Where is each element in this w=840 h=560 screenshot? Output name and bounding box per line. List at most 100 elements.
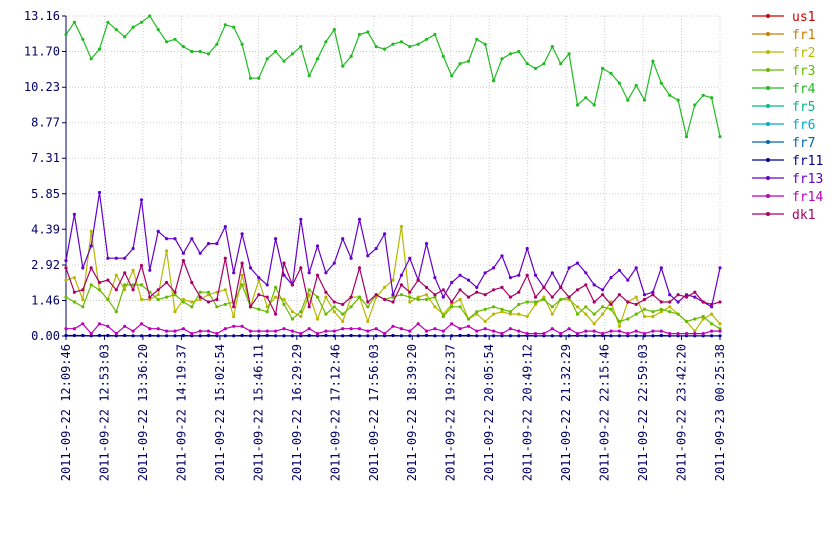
y-tick-label: 13.16 (24, 9, 60, 23)
data-point-fr11 (626, 334, 630, 338)
data-point-fr11 (592, 334, 596, 338)
data-point-fr14 (458, 327, 462, 331)
data-point-fr14 (391, 324, 395, 328)
data-point-fr2 (433, 305, 437, 309)
data-point-fr11 (257, 334, 261, 338)
data-point-fr4 (307, 74, 311, 78)
data-point-dk1 (156, 288, 160, 292)
data-point-fr11 (89, 334, 93, 338)
data-point-dk1 (567, 295, 571, 299)
data-point-fr14 (718, 329, 722, 333)
data-point-fr2 (701, 317, 705, 321)
data-point-fr13 (617, 268, 622, 272)
data-point-fr2 (575, 305, 580, 309)
y-tick-label: 11.70 (24, 45, 60, 59)
data-point-fr11 (391, 333, 395, 338)
legend-label-fr2: fr2 (792, 46, 815, 61)
data-point-fr3 (525, 300, 529, 304)
data-point-fr4 (72, 20, 76, 24)
data-point-fr11 (173, 334, 177, 338)
data-point-dk1 (601, 293, 605, 297)
data-point-fr13 (299, 217, 303, 221)
data-point-fr11 (701, 334, 705, 338)
data-point-fr13 (198, 251, 202, 255)
data-point-dk1 (391, 300, 395, 304)
legend-marker (766, 68, 770, 72)
data-point-fr2 (324, 295, 328, 299)
data-point-fr2 (72, 276, 76, 280)
data-point-fr14 (274, 329, 278, 333)
data-point-fr14 (106, 324, 110, 328)
data-point-fr11 (492, 334, 496, 338)
data-point-fr2 (617, 324, 622, 328)
data-point-fr14 (651, 329, 655, 333)
data-point-fr14 (290, 329, 294, 333)
data-point-fr4 (718, 135, 722, 139)
data-point-fr14 (475, 329, 479, 333)
data-point-fr11 (483, 334, 487, 338)
data-point-fr14 (609, 329, 613, 333)
legend-label-fr1: fr1 (792, 28, 815, 43)
legend-marker (766, 32, 770, 36)
legend-marker (766, 212, 770, 216)
data-point-fr11 (106, 333, 110, 338)
data-point-fr13 (659, 266, 663, 270)
data-point-dk1 (181, 259, 185, 263)
data-point-fr11 (290, 334, 294, 338)
data-point-dk1 (198, 295, 202, 299)
data-point-dk1 (668, 300, 672, 304)
legend-label-fr3: fr3 (792, 64, 815, 79)
data-point-fr4 (508, 52, 512, 56)
data-point-fr4 (248, 76, 253, 80)
data-point-fr14 (450, 322, 454, 326)
data-point-fr14 (626, 332, 630, 336)
data-point-fr14 (341, 327, 345, 331)
series-line-fr13 (65, 192, 721, 308)
data-point-fr4 (240, 42, 244, 46)
x-tick-label: 2011-09-22 17:12:46 (328, 344, 342, 481)
data-point-fr2 (424, 293, 429, 297)
data-point-dk1 (508, 295, 512, 299)
data-point-fr2 (391, 278, 395, 282)
data-point-fr2 (601, 312, 605, 316)
data-point-fr14 (64, 327, 68, 331)
data-point-dk1 (559, 285, 563, 289)
data-point-fr2 (198, 297, 202, 302)
data-point-fr14 (72, 327, 76, 331)
data-point-dk1 (248, 305, 253, 309)
data-point-fr14 (349, 327, 353, 331)
data-point-fr11 (114, 334, 118, 338)
data-point-fr13 (257, 276, 261, 280)
x-tick-label: 2011-09-22 18:39:20 (405, 344, 419, 481)
data-point-fr13 (525, 246, 529, 251)
data-point-fr2 (240, 273, 244, 277)
data-point-fr3 (257, 307, 261, 311)
data-point-fr4 (659, 81, 663, 85)
data-point-fr3 (215, 305, 219, 309)
data-point-fr13 (676, 300, 680, 304)
data-point-fr4 (299, 45, 303, 49)
data-point-fr14 (693, 332, 697, 336)
data-point-fr3 (89, 283, 93, 287)
data-point-fr2 (483, 319, 487, 323)
data-point-fr4 (139, 20, 144, 24)
data-point-fr14 (592, 329, 596, 333)
data-point-fr2 (341, 319, 345, 323)
data-point-fr11 (559, 334, 563, 338)
legend-marker (766, 86, 770, 90)
data-point-dk1 (492, 288, 496, 292)
data-point-fr2 (139, 297, 144, 302)
data-point-fr13 (64, 259, 68, 263)
data-point-fr2 (232, 314, 236, 319)
data-point-fr13 (215, 242, 219, 246)
data-point-fr3 (106, 297, 110, 302)
data-point-fr13 (307, 271, 311, 275)
data-point-fr2 (668, 305, 672, 309)
data-point-fr4 (97, 47, 102, 51)
data-point-fr3 (634, 312, 638, 316)
data-point-dk1 (190, 280, 194, 285)
data-point-fr3 (139, 283, 144, 287)
data-point-dk1 (676, 293, 680, 297)
y-tick-label: 4.39 (31, 222, 60, 236)
data-point-fr13 (357, 217, 362, 221)
